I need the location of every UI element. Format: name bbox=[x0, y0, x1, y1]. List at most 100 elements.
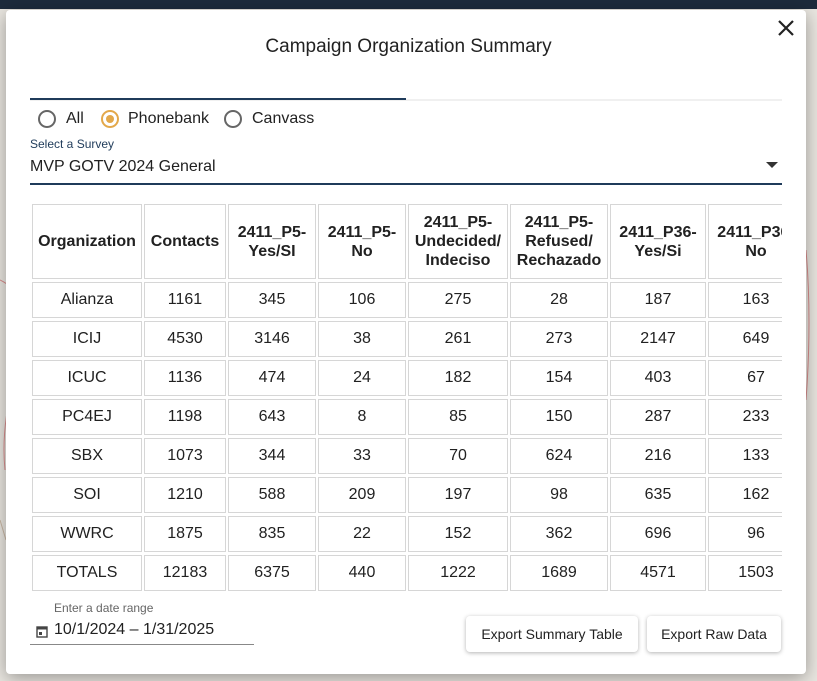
table-cell: 162 bbox=[708, 477, 782, 513]
header-text: Organization bbox=[38, 233, 136, 250]
header-text: 2411_P5- bbox=[524, 214, 594, 231]
table-cell: 287 bbox=[610, 399, 706, 435]
survey-value: MVP GOTV 2024 General bbox=[30, 158, 216, 175]
table-cell: 835 bbox=[228, 516, 316, 552]
table-cell: 643 bbox=[228, 399, 316, 435]
header-cell: Organization bbox=[32, 204, 142, 279]
table-cell: 362 bbox=[510, 516, 608, 552]
table-cell: 696 bbox=[610, 516, 706, 552]
table-cell: 3146 bbox=[228, 321, 316, 357]
header-cell: 2411_P36- Yes/Si bbox=[610, 204, 706, 279]
table-cell: 474 bbox=[228, 360, 316, 396]
table-cell: 85 bbox=[408, 399, 508, 435]
header-text: Indeciso bbox=[425, 252, 491, 269]
table-cell: PC4EJ bbox=[32, 399, 142, 435]
table-cell: 106 bbox=[318, 282, 406, 318]
table-cell: 28 bbox=[510, 282, 608, 318]
table-cell: 163 bbox=[708, 282, 782, 318]
top-bar bbox=[0, 0, 817, 9]
radio-button[interactable] bbox=[224, 110, 242, 128]
table-cell: 4571 bbox=[610, 555, 706, 591]
header-text: Contacts bbox=[150, 233, 220, 250]
table-cell: SOI bbox=[32, 477, 142, 513]
tab-bar bbox=[30, 98, 782, 101]
header-text: Undecided/ bbox=[414, 233, 502, 250]
survey-select[interactable]: MVP GOTV 2024 General bbox=[30, 157, 782, 185]
header-cell: 2411_P36-No bbox=[708, 204, 782, 279]
table-cell: 98 bbox=[510, 477, 608, 513]
table-cell: 1161 bbox=[144, 282, 226, 318]
dropdown-arrow bbox=[766, 162, 778, 168]
radio-label[interactable]: Phonebank bbox=[128, 110, 209, 127]
table-cell: 6375 bbox=[228, 555, 316, 591]
table-cell: SBX bbox=[32, 438, 142, 474]
table-cell: 261 bbox=[408, 321, 508, 357]
header-cell: 2411_P5- Yes/SI bbox=[228, 204, 316, 279]
dialog-title: Campaign Organization Summary bbox=[265, 36, 552, 57]
radio-label[interactable]: All bbox=[66, 110, 84, 127]
table-cell: 275 bbox=[408, 282, 508, 318]
header-text: 2411_P5- bbox=[423, 214, 493, 231]
export-raw-button[interactable]: Export Raw Data bbox=[647, 616, 781, 652]
table-cell: 1073 bbox=[144, 438, 226, 474]
header-text: Yes/SI bbox=[248, 242, 296, 260]
table-cell: 1689 bbox=[510, 555, 608, 591]
table-cell: 182 bbox=[408, 360, 508, 396]
header-text: Rechazado bbox=[516, 252, 602, 269]
table-cell: 588 bbox=[228, 477, 316, 513]
header-cell: 2411_P5- Undecided/Indeciso bbox=[408, 204, 508, 279]
header-cell: 2411_P5- Refused/Rechazado bbox=[510, 204, 608, 279]
table-cell: 216 bbox=[610, 438, 706, 474]
table-cell: ICUC bbox=[32, 360, 142, 396]
table-cell: 1222 bbox=[408, 555, 508, 591]
header-text: No bbox=[745, 242, 767, 260]
table-cell: 624 bbox=[510, 438, 608, 474]
table-cell: 1875 bbox=[144, 516, 226, 552]
radio-button[interactable] bbox=[38, 110, 56, 128]
header-cell: 2411_P5- No bbox=[318, 204, 406, 279]
dialog bbox=[6, 10, 806, 674]
table-cell: 273 bbox=[510, 321, 608, 357]
table-cell: 154 bbox=[510, 360, 608, 396]
table-cell: 440 bbox=[318, 555, 406, 591]
export-summary-button[interactable]: Export Summary Table bbox=[466, 616, 638, 652]
table-cell: 209 bbox=[318, 477, 406, 513]
table-cell: 12183 bbox=[144, 555, 226, 591]
table-cell: 152 bbox=[408, 516, 508, 552]
radio-label[interactable]: Canvass bbox=[252, 110, 315, 127]
table-cell: 2147 bbox=[610, 321, 706, 357]
radio-dot bbox=[106, 115, 114, 123]
summary-table: Organization Contacts 2411_P5- Yes/SI 2411_P… bbox=[30, 202, 782, 594]
header-text: Yes/Si bbox=[634, 242, 682, 260]
table-cell: 1198 bbox=[144, 399, 226, 435]
table-cell: 1210 bbox=[144, 477, 226, 513]
date-input[interactable]: 10/1/2024 – 1/31/2025 bbox=[30, 620, 254, 645]
header-text: 2411_P5- bbox=[237, 223, 307, 241]
table-cell: 1136 bbox=[144, 360, 226, 396]
table-cell: 403 bbox=[610, 360, 706, 396]
table-cell: 133 bbox=[708, 438, 782, 474]
table-cell: 344 bbox=[228, 438, 316, 474]
table-cell: 8 bbox=[318, 399, 406, 435]
table-cell: 22 bbox=[318, 516, 406, 552]
table-cell: 187 bbox=[610, 282, 706, 318]
table-cell: 24 bbox=[318, 360, 406, 396]
table-cell: WWRC bbox=[32, 516, 142, 552]
table-cell: 4530 bbox=[144, 321, 226, 357]
close-button[interactable] bbox=[775, 17, 797, 39]
table-cell: 197 bbox=[408, 477, 508, 513]
table-cell: 33 bbox=[318, 438, 406, 474]
table-cell: 96 bbox=[708, 516, 782, 552]
table-cell: 635 bbox=[610, 477, 706, 513]
header-text: 2411_P5- bbox=[327, 223, 397, 241]
table-cell: TOTALS bbox=[32, 555, 142, 591]
radio-button[interactable] bbox=[101, 110, 119, 128]
table-cell: 649 bbox=[708, 321, 782, 357]
table-cell: 67 bbox=[708, 360, 782, 396]
table-cell: 233 bbox=[708, 399, 782, 435]
calendar-icon bbox=[36, 626, 48, 638]
table-cell: 150 bbox=[510, 399, 608, 435]
header-text: No bbox=[351, 242, 373, 260]
date-value: 10/1/2024 – 1/31/2025 bbox=[54, 621, 215, 638]
header-cell: Contacts bbox=[144, 204, 226, 279]
